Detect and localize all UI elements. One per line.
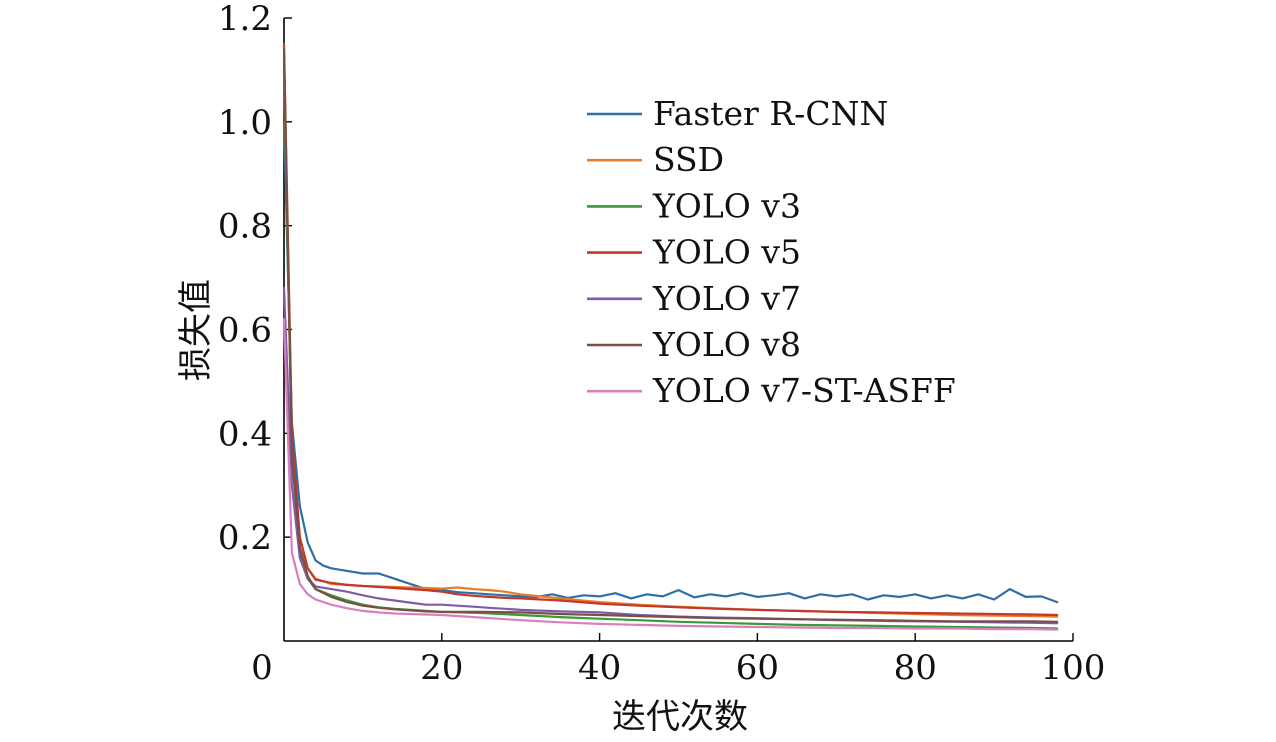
legend-label-yolo-v5: YOLO v5	[652, 233, 801, 272]
series-line-yolo-v8	[282, 47, 1059, 623]
x-tick-label: 100	[1041, 648, 1106, 688]
series-line-faster-r-cnn	[282, 120, 1059, 604]
ticks: 0 20 40 60 80 100 0.2 0.4 0.6 0.8 1.0 1.2	[218, 0, 1106, 688]
y-tick-label: 1.0	[218, 103, 272, 143]
series-group	[282, 42, 1059, 631]
y-tick-label: 0.4	[218, 414, 272, 454]
legend-label-yolo-v3: YOLO v3	[652, 186, 801, 225]
x-tick-label: 0	[251, 648, 273, 688]
legend: Faster R-CNN SSD YOLO v3 YOLO v5 YOLO v7 YOLO…	[587, 94, 956, 410]
y-axis-title: 损失值	[176, 279, 216, 381]
x-tick-label: 20	[420, 648, 463, 688]
legend-label-faster-r-cnn: Faster R-CNN	[653, 94, 888, 133]
legend-label-yolo-v8: YOLO v8	[652, 325, 801, 364]
x-tick-label: 60	[736, 648, 779, 688]
y-tick-label: 0.8	[218, 207, 272, 247]
y-tick-label: 1.2	[218, 0, 272, 39]
y-tick-label: 0.6	[218, 311, 272, 351]
x-tick-label: 80	[894, 648, 937, 688]
legend-label-yolo-v7-st-asff: YOLO v7-ST-ASFF	[652, 371, 956, 410]
series-line-yolo-v5	[282, 42, 1059, 617]
legend-label-ssd: SSD	[653, 140, 724, 179]
x-tick-label: 40	[578, 648, 621, 688]
x-axis-title: 迭代次数	[612, 697, 748, 737]
y-tick-label: 0.2	[218, 518, 272, 558]
legend-label-yolo-v7: YOLO v7	[652, 279, 801, 318]
series-line-yolo-v7-st-asff	[282, 318, 1059, 631]
